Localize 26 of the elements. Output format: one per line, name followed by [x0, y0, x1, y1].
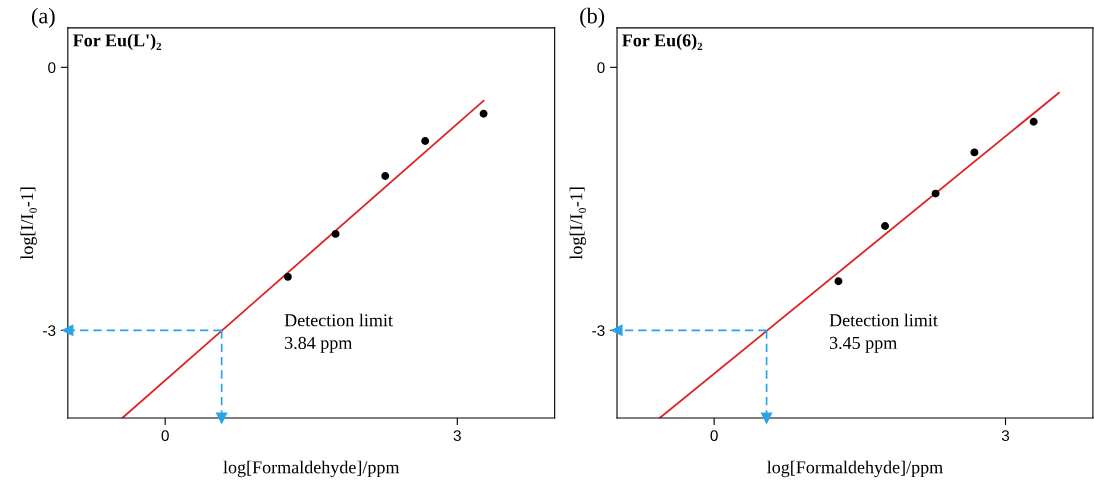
x-tick-label: 0 [161, 430, 169, 442]
x-axis-title: log[Formaldehyde]/ppm [223, 460, 400, 478]
point [834, 277, 843, 286]
point [1029, 117, 1038, 126]
point [331, 229, 340, 238]
x-tick-label: 3 [453, 430, 461, 442]
x-tick-label: 0 [710, 430, 718, 442]
y-axis-title: log[I/I₀-1] [569, 187, 587, 260]
point [970, 148, 979, 157]
y-tick-label: -3 [592, 325, 605, 337]
point [381, 172, 390, 180]
point [881, 222, 890, 230]
y-tick-label: -3 [43, 325, 56, 337]
text: (b) [580, 7, 605, 28]
point [479, 109, 488, 118]
x-axis-title: log[Formaldehyde]/ppm [767, 460, 943, 478]
annotation: Detection limit 3.45 ppm [829, 313, 938, 353]
point [421, 137, 430, 145]
x-tick-label: 3 [1001, 430, 1010, 442]
annotation: Detection limit 3.84 ppm [284, 313, 393, 353]
y-axis-title: log[I/I₀-1] [20, 187, 37, 260]
chart-title: For Eu(L')₂ [73, 33, 162, 51]
text: (a) [31, 7, 55, 28]
point [931, 189, 940, 198]
chart-title: For Eu(6)₂ [622, 33, 703, 51]
point [283, 272, 292, 281]
